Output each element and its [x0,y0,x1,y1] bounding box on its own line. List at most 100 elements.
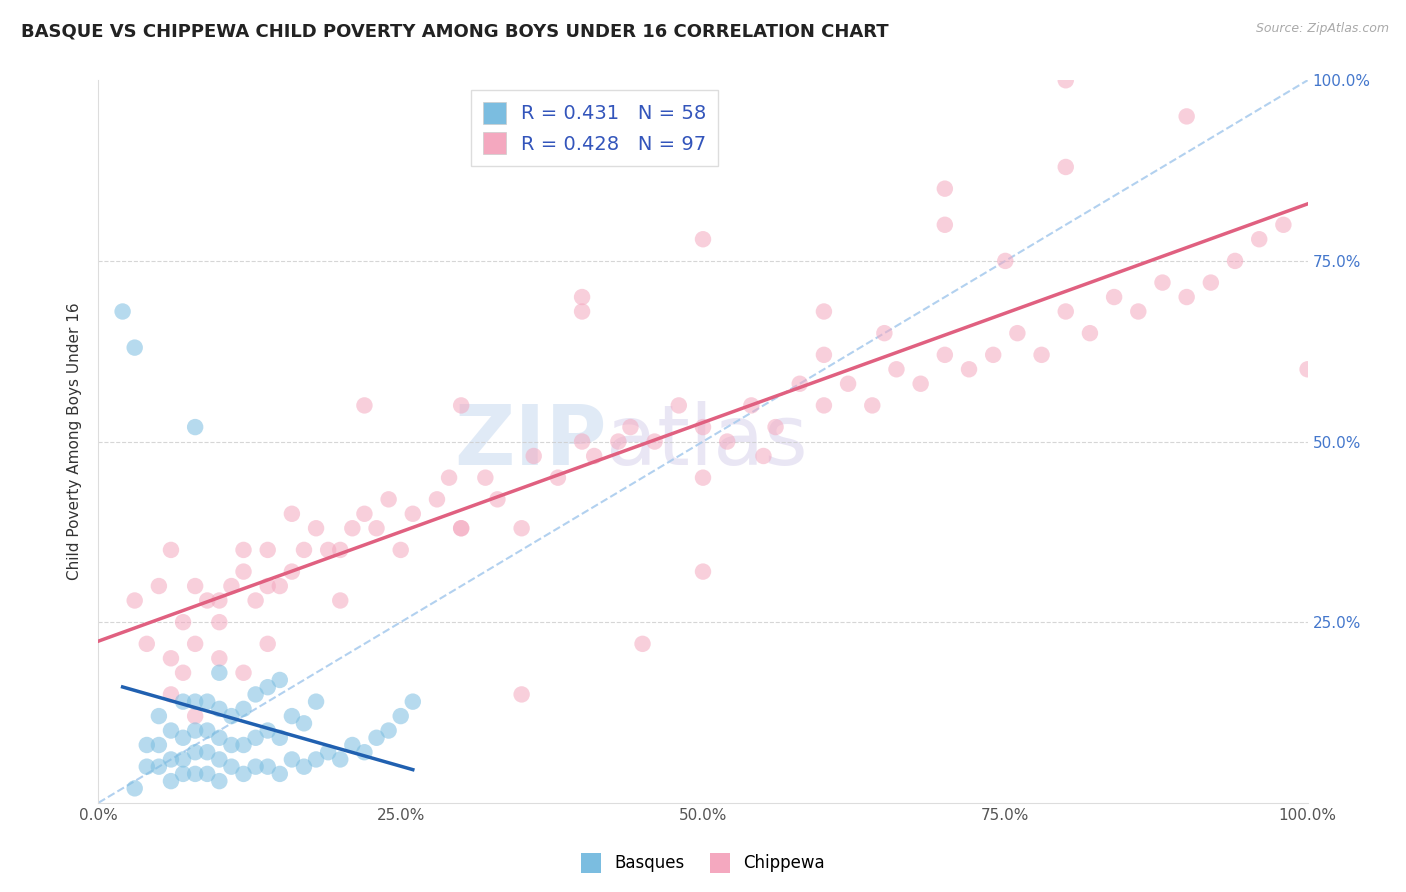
Point [305,752,328,766]
Point [184,637,207,651]
Point [402,695,425,709]
Point [148,738,170,752]
Legend: Basques, Chippewa: Basques, Chippewa [575,847,831,880]
Point [160,752,183,766]
Point [316,542,339,557]
Point [292,542,315,557]
Point [208,752,231,766]
Point [135,760,157,774]
Point [353,745,375,759]
Point [256,723,278,738]
Point [148,760,170,774]
Point [135,738,157,752]
Point [668,398,690,412]
Point [281,752,304,766]
Point [789,376,811,391]
Point [486,492,509,507]
Point [934,182,956,196]
Point [172,752,194,766]
Point [631,637,654,651]
Point [571,304,593,318]
Point [1054,160,1077,174]
Point [184,695,207,709]
Text: ZIP: ZIP [454,401,606,482]
Point [837,376,859,391]
Point [619,420,641,434]
Point [692,420,714,434]
Point [353,507,375,521]
Point [221,579,243,593]
Point [765,420,787,434]
Point [160,651,183,665]
Point [208,593,231,607]
Text: BASQUE VS CHIPPEWA CHILD POVERTY AMONG BOYS UNDER 16 CORRELATION CHART: BASQUE VS CHIPPEWA CHILD POVERTY AMONG B… [21,22,889,40]
Point [269,579,291,593]
Point [389,709,412,723]
Point [329,542,352,557]
Y-axis label: Child Poverty Among Boys Under 16: Child Poverty Among Boys Under 16 [67,302,83,581]
Point [221,738,243,752]
Point [124,593,146,607]
Point [329,752,352,766]
Point [873,326,896,340]
Point [232,738,254,752]
Point [571,290,593,304]
Text: Source: ZipAtlas.com: Source: ZipAtlas.com [1256,22,1389,36]
Point [389,542,412,557]
Point [256,542,278,557]
Point [342,521,364,535]
Point [305,695,328,709]
Point [269,767,291,781]
Point [184,579,207,593]
Point [208,615,231,630]
Point [256,760,278,774]
Point [957,362,980,376]
Point [184,723,207,738]
Point [160,723,183,738]
Point [208,665,231,680]
Point [305,521,328,535]
Point [281,565,304,579]
Point [716,434,738,449]
Point [148,579,170,593]
Point [195,745,218,759]
Point [245,687,267,701]
Point [195,767,218,781]
Point [208,651,231,665]
Point [316,745,339,759]
Point [1249,232,1271,246]
Point [232,665,254,680]
Point [450,521,472,535]
Point [245,760,267,774]
Point [160,542,183,557]
Point [813,348,835,362]
Point [208,702,231,716]
Point [981,348,1004,362]
Point [184,767,207,781]
Point [208,731,231,745]
Point [752,449,775,463]
Point [426,492,449,507]
Point [232,767,254,781]
Point [523,449,546,463]
Point [860,398,883,412]
Point [740,398,762,412]
Point [571,434,593,449]
Point [195,593,218,607]
Point [329,593,352,607]
Point [510,521,533,535]
Point [813,304,835,318]
Point [1296,362,1319,376]
Point [269,731,291,745]
Point [232,565,254,579]
Point [1175,110,1198,124]
Point [450,398,472,412]
Point [1272,218,1295,232]
Point [269,673,291,687]
Point [195,695,218,709]
Point [934,348,956,362]
Point [124,781,146,796]
Point [184,709,207,723]
Point [1054,304,1077,318]
Point [377,723,399,738]
